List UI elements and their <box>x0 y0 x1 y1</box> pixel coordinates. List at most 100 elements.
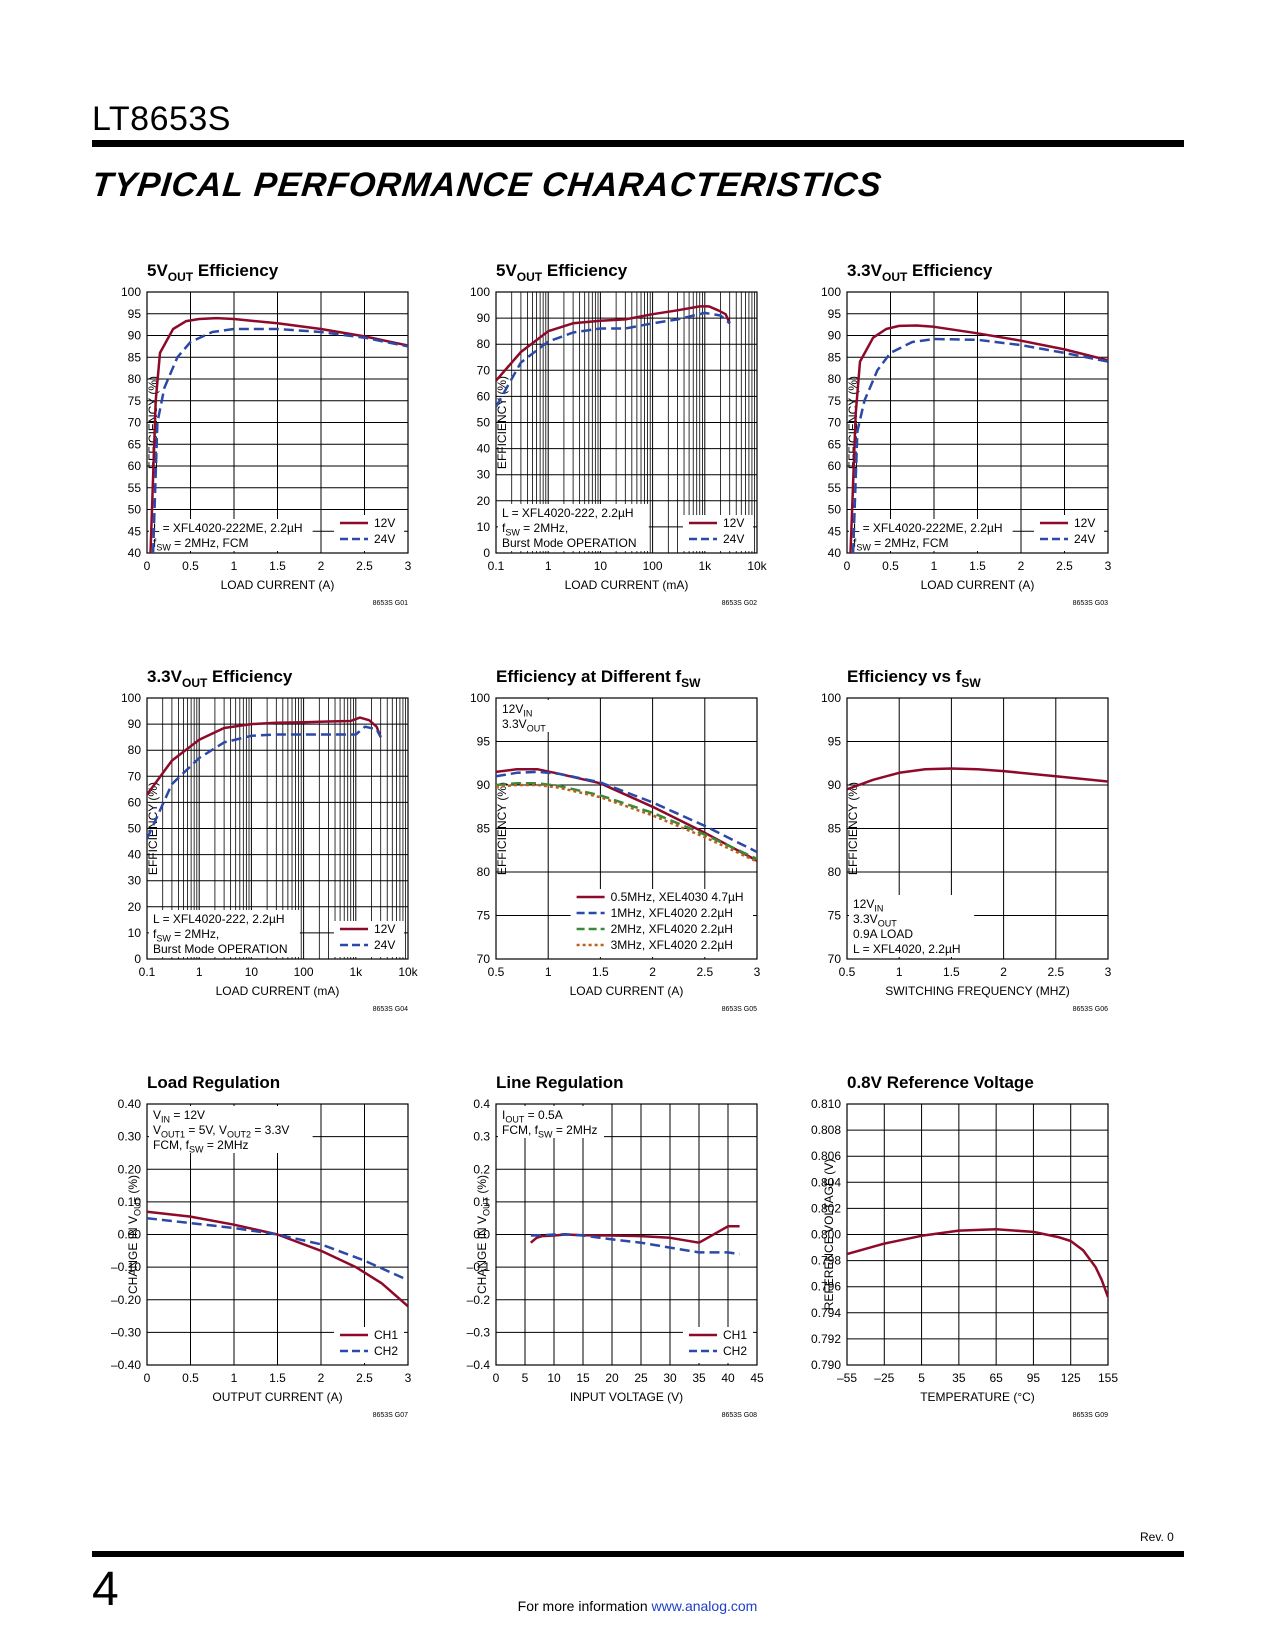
y-axis-label: EFFICIENCY (%) <box>495 782 509 875</box>
chart-title: Efficiency at Different fSW <box>496 667 701 690</box>
chart-title: 5VOUT Efficiency <box>147 261 279 284</box>
footer-link[interactable]: www.analog.com <box>651 1598 758 1614</box>
y-tick-label: 45 <box>128 524 142 538</box>
plot-frame <box>146 291 409 554</box>
x-tick-label: 2.5 <box>696 965 713 979</box>
x-tick-label: 1 <box>196 965 203 979</box>
x-tick-label: 1k <box>349 965 363 979</box>
figure-code: 8653S G07 <box>373 1412 409 1419</box>
legend-label: 12V <box>723 516 744 530</box>
y-tick-label: 50 <box>828 503 842 517</box>
x-tick-label: 2 <box>318 559 325 573</box>
legend-label: 2MHz, XFL4020 2.2µH <box>611 922 733 936</box>
y-tick-label: 0.796 <box>811 1280 841 1294</box>
y-tick-label: 0.794 <box>811 1306 841 1320</box>
y-axis-label: REFERENCE VOLTAGE (V) <box>822 1159 836 1311</box>
y-tick-label: 0 <box>134 952 141 966</box>
figure-code: 8653S G03 <box>1073 600 1109 607</box>
legend-box <box>1034 515 1104 551</box>
y-tick-label: 75 <box>828 909 842 923</box>
y-tick-label: 70 <box>477 952 491 966</box>
y-tick-label: 80 <box>128 372 142 386</box>
y-tick-label: 85 <box>477 822 491 836</box>
x-axis-label: TEMPERATURE (°C) <box>920 1390 1035 1404</box>
x-tick-label: 1.5 <box>592 965 609 979</box>
x-tick-label: 35 <box>692 1371 706 1385</box>
x-axis-label: LOAD CURRENT (mA) <box>216 984 340 998</box>
y-tick-label: 90 <box>128 717 142 731</box>
y-tick-label: 65 <box>128 437 142 451</box>
legend-label: CH2 <box>374 1344 398 1358</box>
y-tick-label: 80 <box>128 743 142 757</box>
y-tick-label: 0.808 <box>811 1123 841 1137</box>
chart-note: FCM, fSW = 2MHz <box>502 1123 598 1140</box>
series-line-1 <box>847 1228 1108 1298</box>
y-tick-label: –0.3 <box>467 1325 491 1339</box>
y-axis-label: EFFICIENCY (%) <box>846 782 860 875</box>
x-tick-label: 0 <box>144 559 151 573</box>
x-tick-label: 2 <box>1000 965 1007 979</box>
chart-note: 3.3VOUT <box>853 912 897 929</box>
y-tick-label: 0.800 <box>811 1228 841 1242</box>
y-tick-label: 30 <box>477 468 491 482</box>
y-tick-label: –0.20 <box>111 1293 141 1307</box>
y-tick-label: –0.30 <box>111 1325 141 1339</box>
chart-g08: Line Regulation 0 5 10 15 20 25 30 35 40 45 –0.4 –0.… <box>467 1073 764 1419</box>
x-tick-label: 2.5 <box>356 559 373 573</box>
x-tick-label: 20 <box>605 1371 619 1385</box>
x-tick-label: 3 <box>754 965 761 979</box>
y-tick-label: –0.2 <box>467 1293 491 1307</box>
x-tick-label: 100 <box>294 965 314 979</box>
chart-title: 3.3VOUT Efficiency <box>147 667 293 690</box>
legend-box <box>334 515 404 551</box>
header-rule <box>92 140 1184 147</box>
y-tick-label: 70 <box>828 952 842 966</box>
series-line-2 <box>851 337 1108 553</box>
plot-frame <box>495 1103 758 1366</box>
figure-code: 8653S G04 <box>373 1006 409 1013</box>
y-tick-label: 0.2 <box>473 1162 490 1176</box>
x-tick-label: 1 <box>231 1371 238 1385</box>
y-tick-label: 0.0 <box>473 1228 490 1242</box>
y-tick-label: 100 <box>470 691 490 705</box>
section-title: TYPICAL PERFORMANCE CHARACTERISTICS <box>90 166 885 204</box>
gridlines <box>846 291 1109 554</box>
plot-frame <box>495 697 758 960</box>
x-tick-label: 10 <box>594 559 608 573</box>
x-axis-label: LOAD CURRENT (A) <box>921 578 1035 592</box>
x-tick-label: 5 <box>918 1371 925 1385</box>
x-tick-label: 2.5 <box>1056 559 1073 573</box>
y-tick-label: 95 <box>477 735 491 749</box>
chart-title: 0.8V Reference Voltage <box>847 1073 1034 1092</box>
x-tick-label: 1k <box>698 559 712 573</box>
x-tick-label: 1.5 <box>269 559 286 573</box>
note-box <box>498 504 649 551</box>
legend-label: 24V <box>374 532 395 546</box>
legend-box <box>683 515 753 551</box>
y-tick-label: 60 <box>128 459 142 473</box>
y-tick-label: 40 <box>128 848 142 862</box>
legend-label: CH1 <box>723 1328 747 1342</box>
y-tick-label: 70 <box>128 769 142 783</box>
chart-note: L = XFL4020-222ME, 2.2µH <box>853 521 1003 535</box>
series-line-2 <box>147 725 382 840</box>
x-tick-label: 1.5 <box>269 1371 286 1385</box>
x-tick-label: 10 <box>547 1371 561 1385</box>
y-tick-label: 60 <box>477 389 491 403</box>
y-tick-label: 40 <box>828 546 842 560</box>
y-tick-label: 100 <box>470 285 490 299</box>
y-tick-label: 75 <box>828 394 842 408</box>
x-axis-label: LOAD CURRENT (A) <box>221 578 335 592</box>
y-tick-label: 80 <box>828 865 842 879</box>
y-tick-label: 60 <box>828 459 842 473</box>
y-tick-label: 30 <box>128 874 142 888</box>
x-tick-label: –25 <box>874 1371 894 1385</box>
x-tick-label: 2 <box>1018 559 1025 573</box>
chart-note: fSW = 2MHz, <box>153 927 219 944</box>
x-tick-label: 10k <box>747 559 767 573</box>
chart-note: IOUT = 0.5A <box>502 1108 563 1125</box>
x-tick-label: 35 <box>952 1371 966 1385</box>
y-tick-label: 90 <box>477 778 491 792</box>
y-tick-label: 0.806 <box>811 1149 841 1163</box>
footer-label: For more information <box>517 1598 652 1614</box>
